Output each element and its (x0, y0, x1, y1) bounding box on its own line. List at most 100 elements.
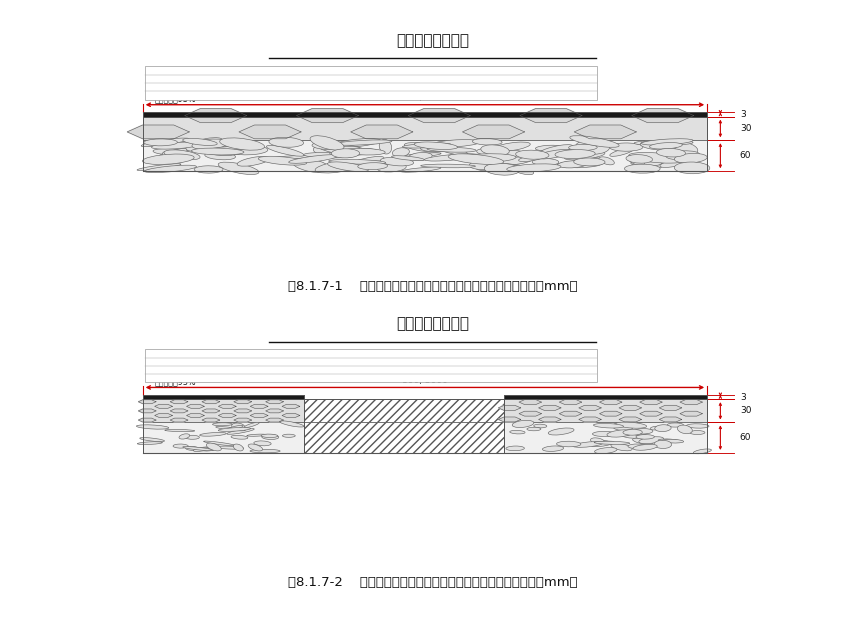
Bar (145, 66, 597, 100)
Ellipse shape (208, 146, 255, 151)
Ellipse shape (279, 421, 304, 427)
Text: 2*15cm厚5%水泥稳定碎石，压实度大于98%: 2*15cm厚5%水泥稳定碎石，压实度大于98% (155, 361, 279, 370)
Ellipse shape (289, 155, 338, 164)
Ellipse shape (558, 161, 587, 168)
Ellipse shape (269, 137, 304, 147)
Ellipse shape (218, 162, 259, 175)
Polygon shape (234, 409, 252, 413)
Polygon shape (519, 400, 541, 404)
Bar (304, 399, 504, 453)
Text: 60cm厚宕渣，压实度大于98%: 60cm厚宕渣，压实度大于98% (155, 370, 238, 379)
Ellipse shape (315, 160, 362, 173)
Ellipse shape (259, 156, 307, 165)
Ellipse shape (195, 166, 223, 173)
Ellipse shape (331, 149, 360, 158)
Ellipse shape (205, 152, 235, 160)
Text: 60cm厚宕渣，压实度大于98%: 60cm厚宕渣，压实度大于98% (155, 86, 238, 95)
Bar (143, 395, 304, 399)
Ellipse shape (218, 428, 251, 431)
Ellipse shape (334, 146, 360, 150)
Polygon shape (539, 406, 561, 410)
Ellipse shape (650, 426, 661, 430)
Ellipse shape (599, 157, 614, 165)
Ellipse shape (402, 143, 451, 148)
Ellipse shape (186, 446, 199, 450)
Ellipse shape (548, 428, 574, 435)
Bar (143, 140, 708, 171)
Ellipse shape (197, 144, 240, 155)
Ellipse shape (632, 438, 653, 444)
Ellipse shape (207, 443, 221, 451)
Polygon shape (250, 404, 268, 408)
Ellipse shape (185, 435, 200, 439)
Ellipse shape (227, 428, 254, 434)
Bar (143, 399, 304, 422)
Ellipse shape (248, 444, 263, 451)
Text: 图8.1.7-1    搬运机走行道路断面图（横向搬梁机通道）（单位：mm）: 图8.1.7-1 搬运机走行道路断面图（横向搬梁机通道）（单位：mm） (288, 280, 577, 293)
Ellipse shape (191, 148, 244, 155)
Ellipse shape (477, 149, 499, 155)
Bar (143, 422, 304, 453)
Ellipse shape (594, 441, 630, 444)
Ellipse shape (420, 164, 476, 167)
Ellipse shape (144, 139, 177, 146)
Ellipse shape (616, 422, 647, 428)
Bar (304, 422, 504, 453)
Ellipse shape (593, 440, 611, 444)
Ellipse shape (512, 421, 534, 428)
Ellipse shape (623, 430, 643, 435)
Polygon shape (282, 413, 300, 417)
Ellipse shape (237, 156, 270, 166)
Ellipse shape (481, 145, 509, 155)
Polygon shape (659, 417, 682, 422)
Polygon shape (282, 404, 300, 408)
Ellipse shape (593, 431, 616, 437)
Ellipse shape (506, 446, 524, 451)
Ellipse shape (220, 138, 265, 150)
Ellipse shape (151, 142, 201, 149)
Ellipse shape (194, 448, 208, 451)
Ellipse shape (292, 158, 330, 173)
Ellipse shape (538, 145, 573, 156)
Ellipse shape (556, 441, 581, 447)
Ellipse shape (213, 422, 232, 426)
Ellipse shape (535, 149, 573, 159)
Text: 2*15cm厚5%水泥稳定碎石，压实度大于98%: 2*15cm厚5%水泥稳定碎石，压实度大于98% (155, 79, 279, 88)
Polygon shape (539, 417, 561, 422)
Polygon shape (138, 409, 156, 413)
Ellipse shape (310, 136, 344, 150)
Ellipse shape (634, 140, 693, 146)
Ellipse shape (591, 438, 605, 444)
Polygon shape (187, 413, 204, 417)
Ellipse shape (640, 141, 676, 150)
Ellipse shape (183, 446, 214, 451)
Ellipse shape (414, 142, 458, 149)
Ellipse shape (470, 160, 497, 169)
Polygon shape (266, 418, 284, 422)
Polygon shape (498, 406, 521, 410)
Ellipse shape (532, 158, 559, 166)
Text: 压实度大于93%: 压实度大于93% (155, 95, 196, 103)
Ellipse shape (519, 155, 544, 162)
Ellipse shape (626, 155, 652, 163)
Polygon shape (202, 400, 220, 404)
Ellipse shape (577, 141, 606, 148)
Ellipse shape (557, 161, 601, 167)
Ellipse shape (527, 427, 541, 431)
Ellipse shape (687, 424, 709, 428)
Ellipse shape (333, 138, 381, 147)
Text: 800, 3000: 800, 3000 (402, 376, 448, 385)
Polygon shape (202, 409, 220, 413)
Text: 3cm厚改性AC-13C下封层、粘层: 3cm厚改性AC-13C下封层、粘层 (155, 354, 244, 363)
Polygon shape (184, 109, 247, 122)
Ellipse shape (318, 144, 368, 155)
Polygon shape (170, 400, 188, 404)
Polygon shape (297, 109, 358, 122)
Ellipse shape (629, 153, 685, 163)
Ellipse shape (534, 424, 547, 428)
Ellipse shape (343, 148, 385, 155)
Polygon shape (680, 412, 702, 416)
Ellipse shape (173, 444, 189, 448)
Ellipse shape (335, 140, 392, 146)
Ellipse shape (427, 147, 477, 152)
